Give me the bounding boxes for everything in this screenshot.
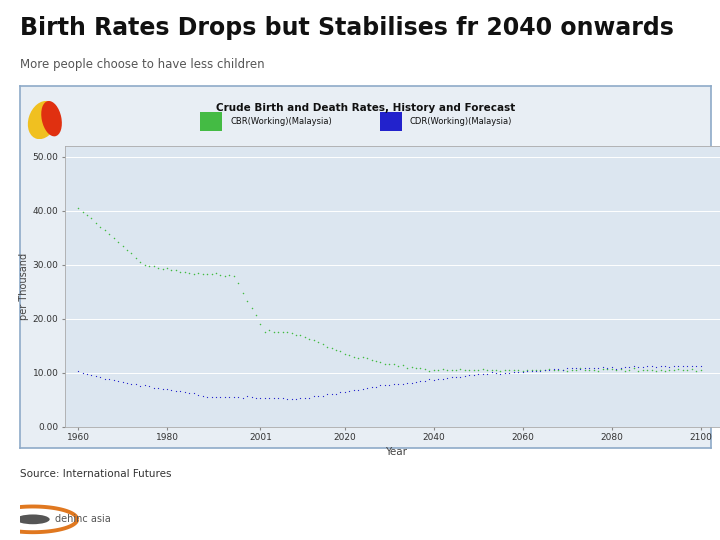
Text: Birth Rates Drops but Stabilises fr 2040 onwards: Birth Rates Drops but Stabilises fr 2040… [20,16,674,40]
Text: CDR(Working)(Malaysia): CDR(Working)(Malaysia) [410,117,513,126]
CBR(Working)(Malaysia) [607,366,616,373]
CDR(Working)(Malaysia) [656,362,665,369]
CBR(Working)(Malaysia) [109,235,118,242]
Text: dehinc asia: dehinc asia [55,514,111,524]
CBR(Working)(Malaysia) [696,367,705,373]
CBR(Working)(Malaysia) [74,204,83,211]
Ellipse shape [41,101,62,137]
CDR(Working)(Malaysia) [696,362,705,369]
CDR(Working)(Malaysia) [287,396,296,402]
Text: Source: International Futures: Source: International Futures [20,469,171,479]
X-axis label: Year: Year [385,448,407,457]
Ellipse shape [28,101,58,139]
CBR(Working)(Malaysia) [279,329,287,336]
Bar [379,112,402,131]
CBR(Working)(Malaysia) [621,368,629,374]
Y-axis label: per Thousand: per Thousand [19,253,29,320]
CDR(Working)(Malaysia) [279,395,287,401]
CBR(Working)(Malaysia) [670,367,678,374]
CDR(Working)(Malaysia) [674,363,683,369]
CDR(Working)(Malaysia) [621,364,629,370]
Bar [200,112,222,131]
Text: More people choose to have less children: More people choose to have less children [20,58,265,71]
CDR(Working)(Malaysia) [109,377,118,383]
CDR(Working)(Malaysia) [607,364,616,371]
CDR(Working)(Malaysia) [78,370,87,376]
CDR(Working)(Malaysia) [74,368,83,374]
Line: CBR(Working)(Malaysia): CBR(Working)(Malaysia) [76,206,702,373]
Circle shape [16,515,50,524]
CBR(Working)(Malaysia) [563,368,572,374]
CBR(Working)(Malaysia) [78,208,87,215]
Text: CBR(Working)(Malaysia): CBR(Working)(Malaysia) [230,117,332,126]
Text: Crude Birth and Death Rates, History and Forecast: Crude Birth and Death Rates, History and… [216,103,516,113]
Line: CDR(Working)(Malaysia): CDR(Working)(Malaysia) [77,364,702,400]
